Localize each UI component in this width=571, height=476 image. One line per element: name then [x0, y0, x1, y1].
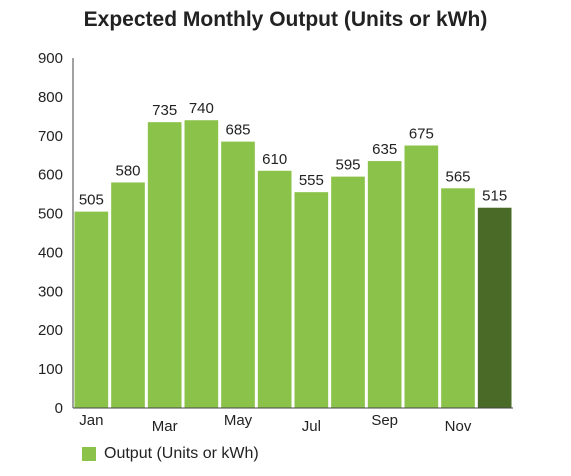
bar: [221, 141, 255, 408]
data-label: 515: [482, 188, 507, 205]
data-label: 740: [189, 100, 214, 117]
bar: [441, 188, 475, 408]
y-tick-label: 900: [38, 50, 63, 67]
x-tick-label: May: [224, 412, 253, 429]
data-label: 635: [372, 141, 397, 158]
x-tick-label: Jan: [79, 412, 103, 429]
legend: Output (Units or kWh): [82, 445, 259, 463]
x-tick-label: Mar: [152, 418, 178, 435]
legend-swatch: [82, 447, 96, 461]
legend-label: Output (Units or kWh): [104, 445, 259, 462]
y-tick-label: 800: [38, 89, 63, 106]
bar: [404, 145, 439, 408]
data-label: 685: [225, 122, 250, 139]
bar: [147, 122, 182, 409]
y-tick-label: 600: [38, 167, 63, 184]
data-label: 505: [79, 192, 104, 209]
bar: [184, 120, 219, 408]
bar: [294, 192, 329, 408]
data-label: 610: [262, 151, 287, 168]
bar: [257, 170, 292, 408]
x-tick-label: Jul: [302, 418, 321, 435]
x-tick-label: Sep: [371, 412, 398, 429]
data-label: 675: [409, 126, 434, 143]
y-tick-label: 0: [55, 400, 63, 417]
bar: [74, 211, 109, 408]
bar: [367, 161, 402, 408]
data-label: 580: [115, 162, 140, 179]
bar: [111, 182, 145, 408]
y-tick-label: 500: [38, 206, 63, 223]
bar: [477, 207, 512, 408]
data-label: 555: [299, 172, 324, 189]
y-tick-label: 400: [38, 244, 63, 261]
data-label: 565: [445, 168, 470, 185]
chart-title: Expected Monthly Output (Units or kWh): [83, 8, 488, 31]
y-tick-label: 100: [38, 361, 63, 378]
data-label: 735: [152, 102, 177, 119]
y-tick-label: 300: [38, 283, 63, 300]
bar: [331, 176, 365, 408]
y-tick-label: 200: [38, 322, 63, 339]
x-tick-label: Nov: [445, 418, 472, 435]
y-tick-label: 700: [38, 128, 63, 145]
data-label: 595: [335, 157, 360, 174]
